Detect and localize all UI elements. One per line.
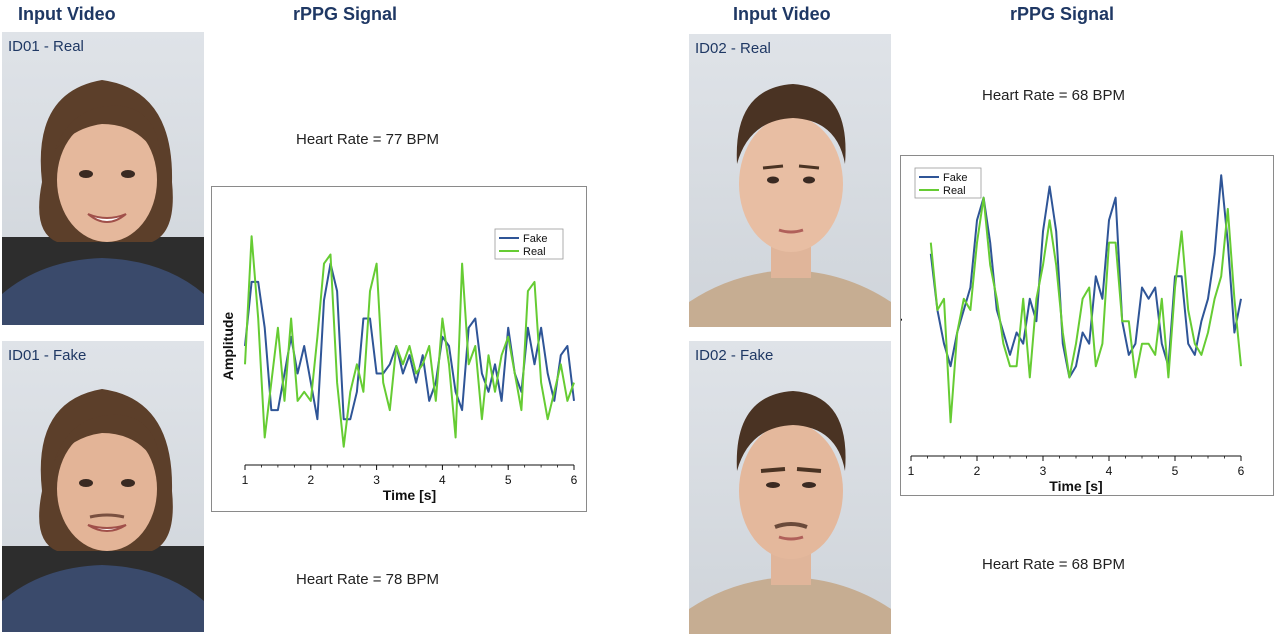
video-label: ID01 - Real <box>8 38 84 55</box>
x-tick-label: 6 <box>1238 464 1245 478</box>
x-tick-label: 6 <box>571 473 578 487</box>
face-image-man-fake <box>689 391 891 634</box>
legend-label-fake: Fake <box>943 172 967 184</box>
series-line-fake <box>929 174 1242 379</box>
x-axis-label: Time [s] <box>383 487 436 503</box>
video-frame-id02-fake: ID02 - Fake <box>689 341 891 634</box>
x-tick-label: 1 <box>908 464 915 478</box>
face-image-woman <box>2 80 204 325</box>
x-tick-label: 5 <box>505 473 512 487</box>
legend-box <box>914 167 982 199</box>
x-tick-label: 4 <box>439 473 446 487</box>
video-label: ID01 - Fake <box>8 347 87 364</box>
x-tick-label: 2 <box>307 473 314 487</box>
x-tick-label: 2 <box>974 464 981 478</box>
rppg-signal-header: rPPG Signal <box>293 4 398 24</box>
rppg-chart-1: 1 2 3 4 5 6 Time [s] Amplitude Fake Real <box>211 186 587 512</box>
video-label: ID02 - Real <box>695 40 771 57</box>
video-frame-id02-real: ID02 - Real <box>689 34 891 327</box>
series-line-fake <box>244 262 575 421</box>
legend-label-real: Real <box>943 185 966 197</box>
video-frame-id01-fake: ID01 - Fake <box>2 341 204 632</box>
rppg-signal-header: rPPG Signal <box>1010 4 1115 24</box>
x-tick-label: 1 <box>242 473 249 487</box>
face-image-man <box>689 84 891 327</box>
heart-rate-bottom: Heart Rate = 78 BPM <box>296 571 439 588</box>
x-tick-label: 5 <box>1172 464 1179 478</box>
video-label: ID02 - Fake <box>695 347 774 364</box>
heart-rate-top: Heart Rate = 68 BPM <box>982 87 1125 104</box>
legend-label-real: Real <box>523 246 546 258</box>
heart-rate-bottom: Heart Rate = 68 BPM <box>982 556 1125 573</box>
x-tick-label: 4 <box>1106 464 1113 478</box>
legend-box <box>494 228 564 260</box>
series-line-real <box>244 235 575 448</box>
input-video-header: Input Video <box>18 4 116 24</box>
y-axis-label: Amplitude <box>901 276 902 345</box>
x-tick-label: 3 <box>373 473 380 487</box>
video-frame-id01-real: ID01 - Real <box>2 32 204 325</box>
x-tick-label: 3 <box>1040 464 1047 478</box>
legend-label-fake: Fake <box>523 233 547 245</box>
heart-rate-top: Heart Rate = 77 BPM <box>296 131 439 148</box>
x-axis-label: Time [s] <box>1049 478 1102 494</box>
input-video-header: Input Video <box>733 4 831 24</box>
series-line-real <box>929 196 1242 424</box>
y-axis-label: Amplitude <box>220 312 236 381</box>
face-image-woman-fake <box>2 389 204 632</box>
